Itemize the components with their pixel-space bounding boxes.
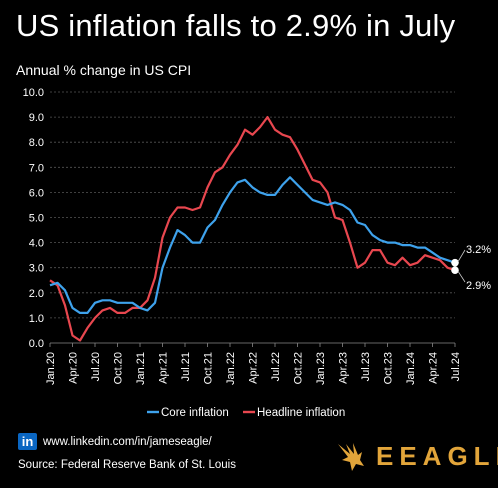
x-tick-label: Jan.21 <box>135 352 147 385</box>
core-inflation-line <box>49 176 456 314</box>
y-tick-label: 6.0 <box>29 187 44 199</box>
x-tick-label: Apr.22 <box>248 352 260 384</box>
headline-inflation-line <box>49 116 456 342</box>
x-tick-label: Jul.24 <box>450 352 462 381</box>
y-tick-label: 8.0 <box>29 137 44 149</box>
brand-logo: EEAGLI <box>336 440 498 472</box>
x-tick-label: Apr.23 <box>338 352 350 384</box>
y-tick-label: 10.0 <box>23 87 44 99</box>
linkedin-url[interactable]: www.linkedin.com/in/jameseagle/ <box>43 435 212 448</box>
x-tick-label: Oct.20 <box>113 352 125 384</box>
core-leader <box>457 249 466 262</box>
y-tick-label: 2.0 <box>29 288 44 300</box>
x-tick-label: Jan.24 <box>405 352 417 385</box>
x-tick-label: Jan.20 <box>45 352 57 385</box>
y-tick-label: 3.0 <box>29 263 44 275</box>
linkedin-icon: in <box>18 433 37 450</box>
source-note: Source: Federal Reserve Bank of St. Loui… <box>18 459 236 471</box>
x-tick-label: Jul.21 <box>180 352 192 381</box>
legend-core-label: Core inflation <box>161 407 229 419</box>
chart-subtitle: Annual % change in US CPI <box>16 62 192 78</box>
headline-endpoint <box>451 266 459 275</box>
y-tick-label: 5.0 <box>29 213 44 225</box>
x-tick-label: Oct.23 <box>383 352 395 384</box>
y-tick-label: 1.0 <box>29 313 44 325</box>
headline-end-label: 2.9% <box>466 280 491 292</box>
x-tick-label: Jul.23 <box>360 352 372 381</box>
x-tick-label: Apr.21 <box>158 352 170 384</box>
x-tick-label: Apr.24 <box>428 352 440 384</box>
core-end-label: 3.2% <box>466 244 491 256</box>
brand-wordmark: EEAGLI <box>376 440 498 471</box>
y-tick-label: 0.0 <box>29 338 44 350</box>
x-tick-label: Jan.23 <box>315 352 327 385</box>
legend-headline-label: Headline inflation <box>257 407 345 419</box>
x-tick-label: Apr.20 <box>68 352 80 384</box>
eagle-icon <box>338 443 364 471</box>
x-tick-label: Oct.22 <box>293 352 305 384</box>
linkedin-link[interactable]: in www.linkedin.com/in/jameseagle/ <box>18 433 212 450</box>
y-tick-label: 9.0 <box>29 112 44 124</box>
x-tick-label: Oct.21 <box>203 352 215 384</box>
chart-title: US inflation falls to 2.9% in July <box>16 8 456 43</box>
y-tick-label: 4.0 <box>29 238 44 250</box>
x-tick-label: Jul.20 <box>90 352 102 381</box>
headline-leader <box>457 270 466 283</box>
core-endpoint <box>451 258 459 267</box>
y-tick-label: 7.0 <box>29 162 44 174</box>
x-tick-label: Jan.22 <box>225 352 237 385</box>
x-tick-label: Jul.22 <box>270 352 282 381</box>
